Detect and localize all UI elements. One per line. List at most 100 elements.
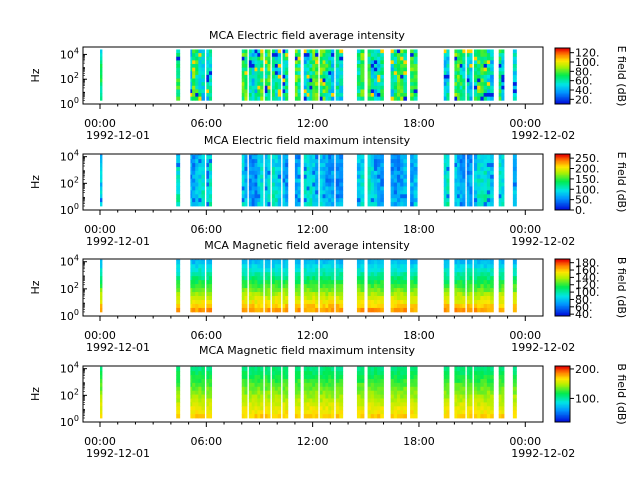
heatmap-cell [483, 178, 488, 183]
heatmap-cell [322, 284, 326, 289]
heatmap-cell [480, 190, 485, 195]
heatmap-cell [443, 96, 447, 101]
heatmap-cell [356, 166, 361, 172]
heatmap-cell [195, 371, 199, 376]
heatmap-cell [257, 259, 261, 261]
heatmap-cell [400, 366, 404, 368]
colorbar-band [555, 203, 570, 205]
heatmap-cell [297, 414, 301, 419]
heatmap-cell [512, 414, 517, 419]
heatmap-cell [410, 375, 415, 380]
heatmap-cell [277, 307, 282, 313]
heatmap-cell [459, 155, 463, 160]
heatmap-cell [319, 56, 323, 61]
heatmap-cell [319, 371, 323, 376]
heatmap-cell [100, 406, 103, 411]
heatmap-cell [512, 280, 517, 285]
heatmap-cell [306, 96, 310, 101]
heatmap-cell [377, 406, 381, 411]
heatmap-cell [248, 292, 253, 297]
heatmap-cell [483, 386, 488, 392]
heatmap-cell [251, 386, 255, 392]
heatmap-cell [443, 414, 447, 419]
heatmap-cell [373, 367, 378, 372]
x-tick-label: 06:00 [190, 223, 222, 236]
heatmap-cell [396, 378, 401, 384]
heatmap-cell [462, 378, 466, 384]
heatmap-cell [457, 186, 461, 191]
heatmap-cell [490, 410, 494, 415]
heatmap-cell [473, 398, 478, 403]
heatmap-cell [254, 154, 258, 156]
heatmap-cell [335, 63, 340, 69]
heatmap-cell [264, 276, 268, 281]
heatmap-cell [312, 260, 316, 265]
heatmap-cell [490, 259, 494, 261]
heatmap-cell [282, 292, 286, 297]
heatmap-cell [480, 394, 485, 399]
heatmap-cell [195, 406, 199, 411]
heatmap-cell [190, 182, 193, 187]
heatmap-cell [328, 60, 332, 65]
heatmap-cell [501, 272, 505, 277]
heatmap-cell [190, 414, 193, 419]
heatmap-cell [241, 292, 245, 297]
heatmap-cell [315, 414, 319, 419]
colorbar-band [555, 67, 570, 70]
heatmap-cell [466, 194, 470, 199]
heatmap-cell [303, 53, 308, 58]
heatmap-cell [373, 67, 378, 72]
heatmap-cell [309, 300, 313, 305]
colorbar-band [555, 366, 570, 368]
heatmap-cell [393, 394, 398, 399]
heatmap-cell [466, 182, 470, 187]
heatmap-cell [257, 82, 261, 87]
colorbar-band [555, 412, 570, 415]
heatmap-cell [277, 268, 282, 273]
heatmap-cell [462, 300, 466, 305]
heatmap-cell [454, 410, 458, 415]
heatmap-cell [483, 414, 488, 419]
heatmap-cell [244, 93, 248, 98]
heatmap-cell [377, 284, 381, 289]
heatmap-cell [356, 82, 361, 87]
heatmap-cell [339, 163, 344, 168]
heatmap-cell [480, 89, 485, 94]
heatmap-cell [244, 284, 248, 289]
heatmap-cell [208, 410, 213, 415]
heatmap-cell [277, 375, 282, 380]
heatmap-cell [466, 170, 470, 176]
colorbar-band [555, 56, 570, 59]
heatmap-cell [297, 163, 301, 168]
heatmap-cell [466, 264, 470, 269]
heatmap-cell [490, 74, 494, 79]
heatmap-cell [512, 259, 517, 261]
heatmap-cell [490, 386, 494, 392]
heatmap-cell [248, 386, 253, 392]
heatmap-cell [339, 386, 344, 392]
heatmap-cell [380, 82, 384, 87]
heatmap-cell [480, 159, 485, 164]
heatmap-cell [390, 93, 395, 98]
heatmap-cell [176, 367, 181, 372]
heatmap-cell [264, 93, 268, 98]
heatmap-cell [393, 272, 398, 277]
heatmap-cell [483, 406, 488, 411]
heatmap-cell [473, 186, 478, 191]
heatmap-cell [370, 163, 375, 168]
heatmap-cell [454, 386, 458, 392]
heatmap-cell [248, 394, 253, 399]
heatmap-cell [306, 163, 310, 168]
heatmap-cell [446, 186, 450, 191]
heatmap-cell [306, 71, 310, 76]
heatmap-cell [325, 276, 329, 281]
heatmap-cell [454, 300, 458, 305]
heatmap-cell [390, 71, 395, 76]
heatmap-cell [400, 264, 404, 269]
heatmap-cell [403, 49, 407, 54]
heatmap-cell [306, 63, 310, 69]
heatmap-cell [469, 264, 473, 269]
heatmap-cell [393, 67, 398, 72]
heatmap-cell [413, 170, 418, 176]
heatmap-cell [483, 49, 488, 54]
